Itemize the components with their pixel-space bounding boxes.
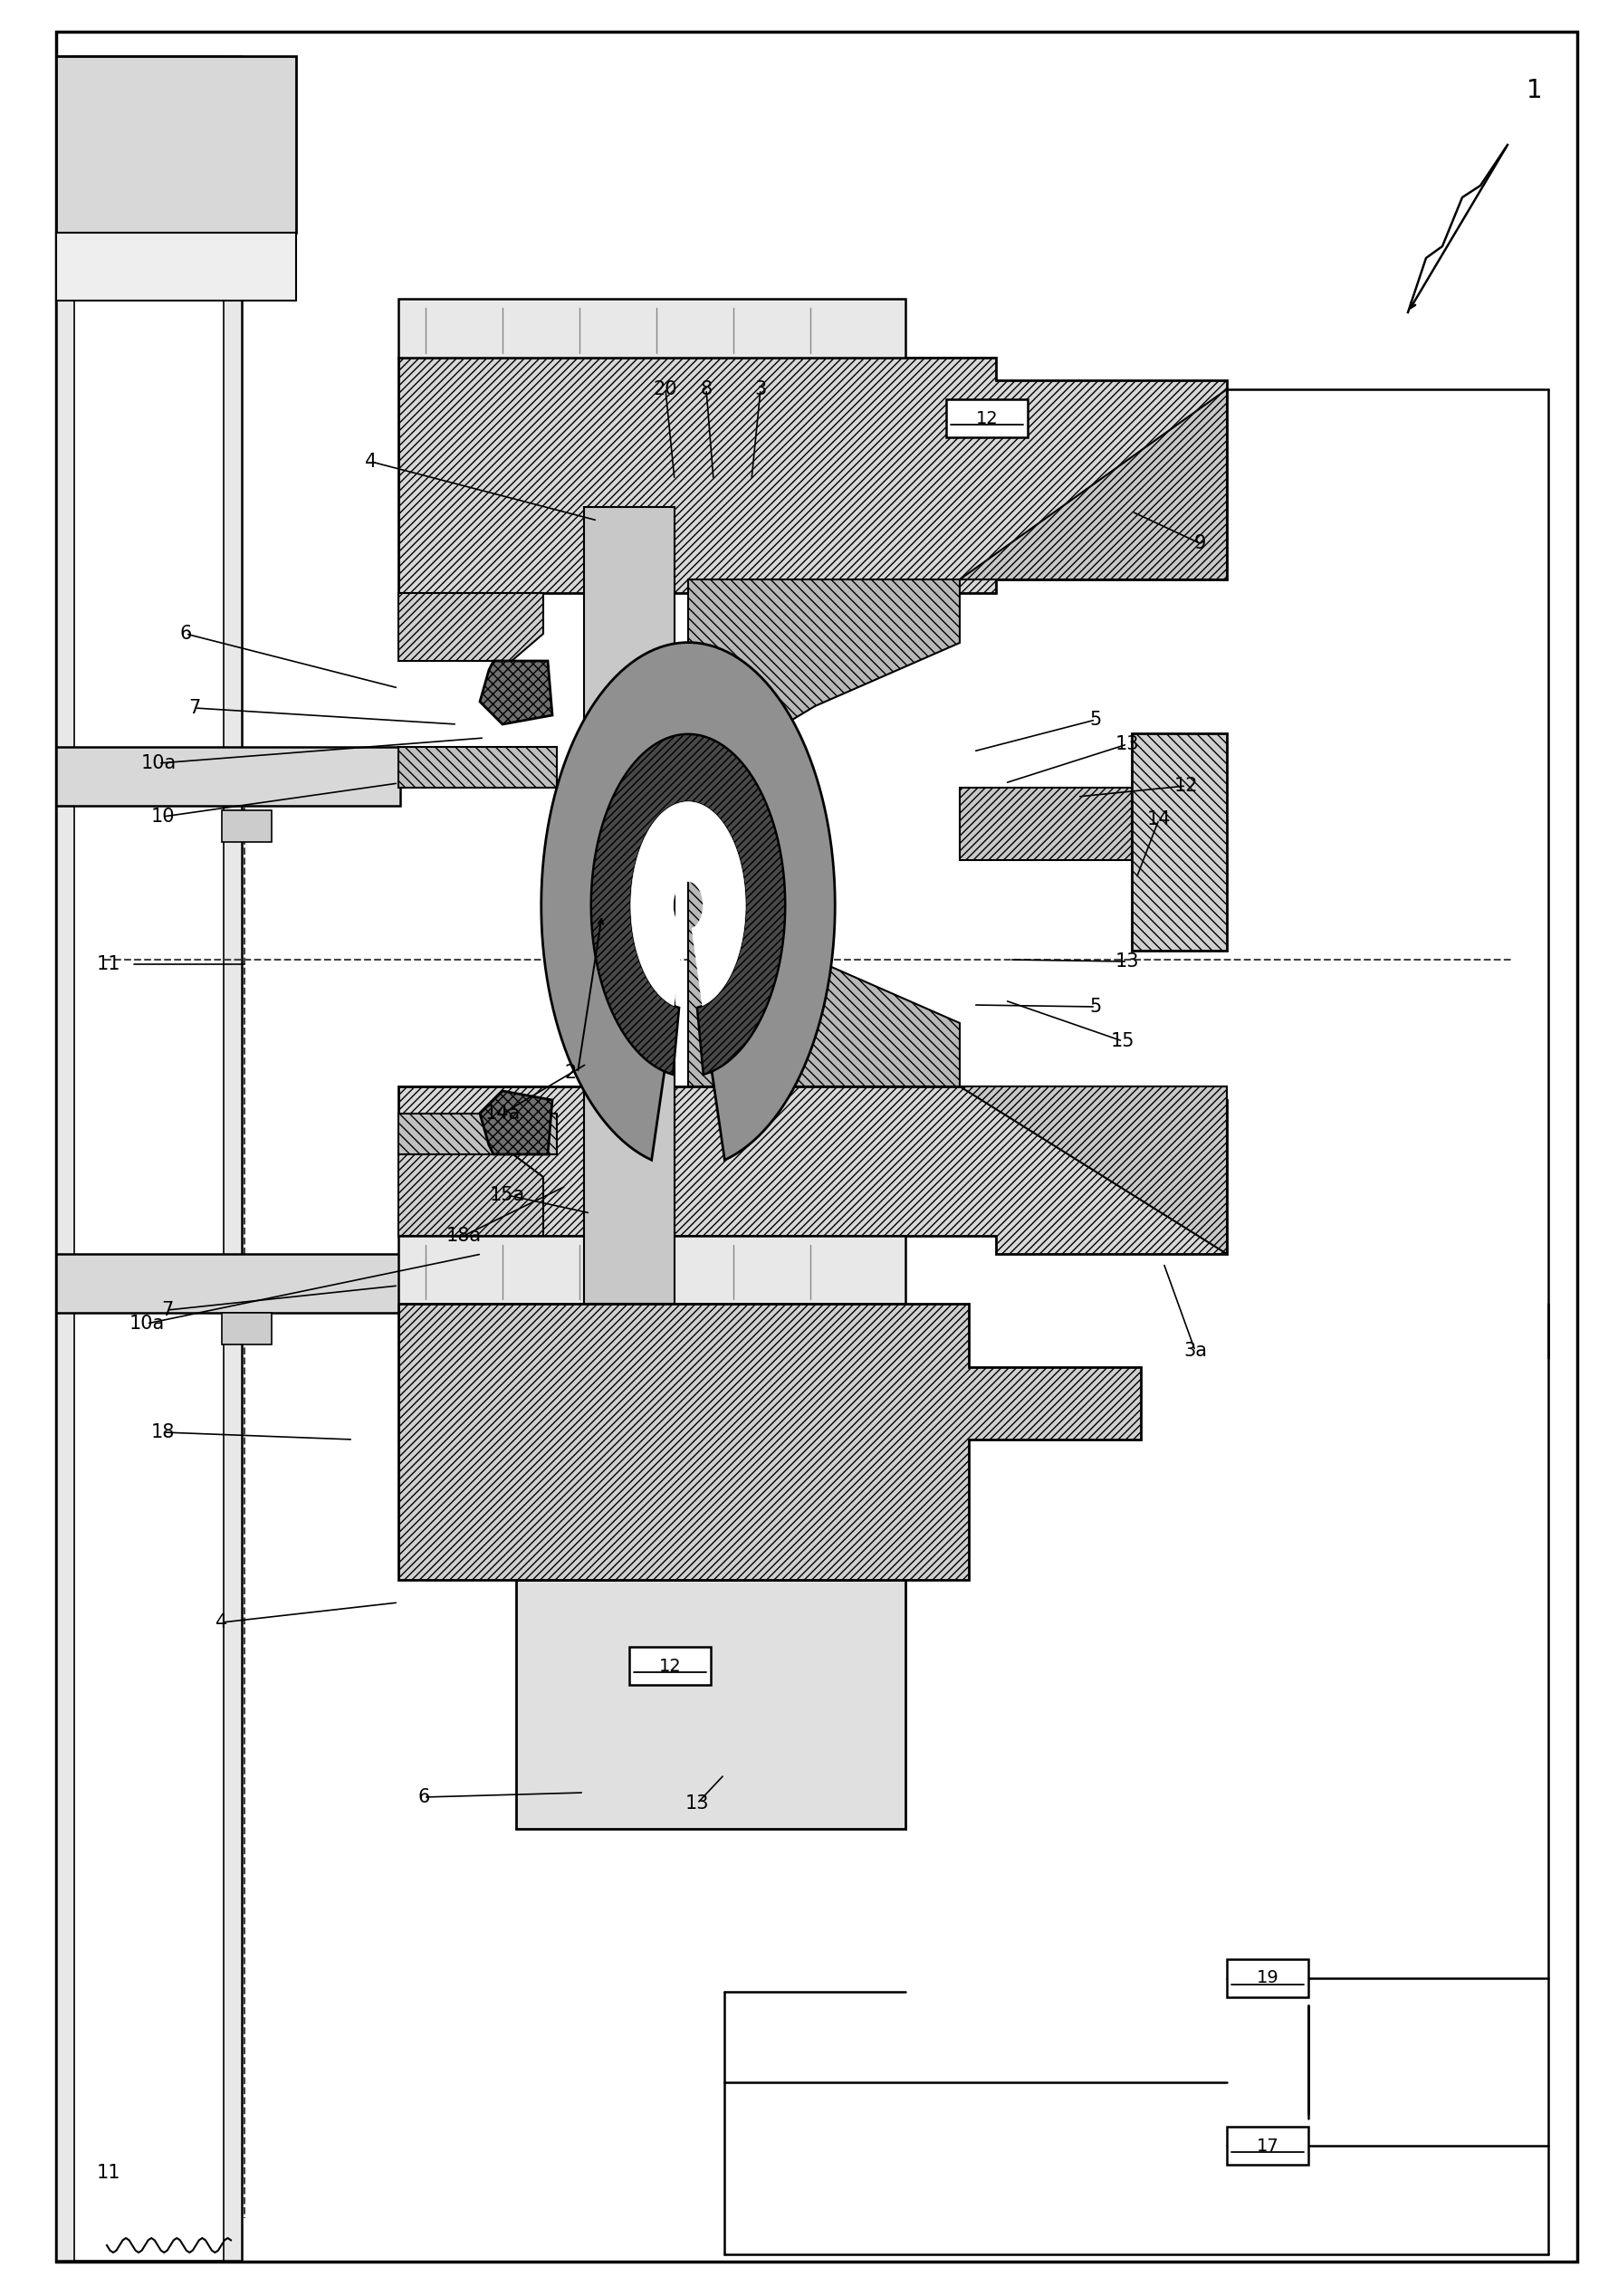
Bar [584,507,675,1304]
Text: 18a: 18a [447,1226,481,1244]
Bar [57,232,296,301]
Text: 6: 6 [180,625,191,643]
Text: 17: 17 [1257,2138,1278,2154]
Polygon shape [959,1086,1226,1254]
Text: 13: 13 [684,1795,709,1812]
Polygon shape [398,592,544,661]
Text: 14a: 14a [485,1104,521,1123]
Bar [57,55,241,2262]
Bar [1226,1958,1309,1998]
Bar [629,1646,710,1685]
Text: 15a: 15a [489,1187,524,1203]
Text: 11: 11 [97,2163,121,2181]
Text: 1: 1 [1527,78,1542,103]
Text: 2: 2 [565,1063,576,1081]
Polygon shape [398,298,906,358]
Text: 13: 13 [1115,735,1139,753]
Text: 5: 5 [1089,712,1102,728]
Text: 12: 12 [659,1658,681,1674]
Polygon shape [631,801,746,1006]
Polygon shape [1131,732,1226,951]
Polygon shape [516,1580,906,1830]
Polygon shape [398,1150,544,1235]
Text: 4: 4 [366,452,377,471]
Text: 3: 3 [754,381,767,400]
Text: 10: 10 [150,808,175,827]
Text: 19: 19 [1257,1970,1278,1986]
Polygon shape [398,1235,906,1304]
Text: 12: 12 [976,409,998,427]
Polygon shape [959,390,1226,579]
Text: 7: 7 [162,1302,173,1320]
Text: 14: 14 [1147,810,1171,829]
Text: 9: 9 [1194,535,1205,553]
Text: 12: 12 [1175,776,1197,794]
Bar [222,810,272,843]
Text: 10a: 10a [129,1316,165,1332]
Polygon shape [542,643,835,1159]
Polygon shape [959,788,1131,861]
Text: 3a: 3a [1183,1341,1207,1359]
Polygon shape [591,735,785,1075]
Text: 20: 20 [654,381,678,400]
Bar [57,1254,400,1313]
Polygon shape [688,579,959,788]
Polygon shape [398,1114,557,1155]
Text: 11: 11 [97,955,121,974]
Bar [74,55,223,2262]
Polygon shape [481,661,552,723]
Polygon shape [398,746,557,788]
Polygon shape [398,1086,1226,1254]
Text: 5: 5 [1089,999,1102,1015]
Text: 10a: 10a [141,753,176,771]
Bar [57,55,296,232]
Text: 18: 18 [150,1424,175,1442]
Text: 13: 13 [1115,953,1139,971]
Text: 8: 8 [701,381,712,400]
Bar [222,1313,272,1345]
Text: 6: 6 [417,1789,430,1807]
Bar [57,746,400,806]
Text: 15: 15 [1110,1033,1134,1049]
Polygon shape [688,877,959,1086]
Bar [947,400,1027,436]
Polygon shape [481,1091,552,1155]
Bar [1226,2126,1309,2165]
Text: 4: 4 [215,1614,228,1632]
Polygon shape [398,358,1226,592]
Polygon shape [398,1304,1141,1580]
Text: 7: 7 [189,698,201,716]
